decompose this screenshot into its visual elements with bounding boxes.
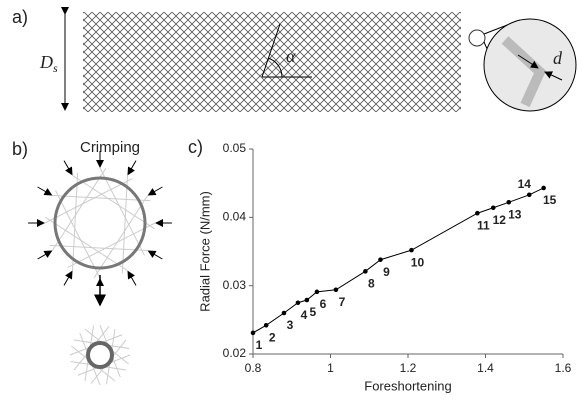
frame-line	[55, 190, 101, 279]
crimp-diagram	[28, 151, 172, 295]
frame-line	[121, 175, 128, 274]
point	[475, 210, 480, 216]
crimp-arrow	[127, 270, 137, 286]
frame-line	[52, 195, 151, 202]
frame-line	[72, 174, 155, 230]
crimp-arrow	[147, 250, 163, 260]
point-label: 14	[518, 177, 532, 191]
frame-line	[45, 216, 128, 272]
crimp-arrow	[37, 186, 53, 196]
panel-title: Crimping	[80, 139, 140, 156]
frame-line	[72, 172, 79, 271]
point-label: 3	[287, 318, 294, 332]
point	[281, 310, 287, 316]
point-label: 4	[301, 308, 308, 322]
x-tick-label: 1.4	[477, 361, 494, 375]
frame-line	[93, 195, 149, 278]
strut	[501, 36, 547, 108]
point-label: 8	[368, 276, 375, 290]
point	[541, 185, 546, 191]
diameter-label: Ds	[39, 52, 58, 75]
point	[314, 289, 320, 295]
point	[526, 192, 532, 198]
point	[409, 247, 414, 253]
panel-label: b)	[12, 139, 28, 159]
y-tick-label: 0.02	[223, 346, 247, 360]
point-label: 9	[383, 265, 390, 279]
panel-label: a)	[12, 7, 28, 27]
point-label: 5	[310, 305, 317, 319]
frame-line	[67, 222, 156, 268]
stent	[83, 12, 461, 112]
crimp-arrow	[63, 270, 73, 286]
y-tick-label: 0.05	[223, 141, 247, 155]
strut-arrow	[544, 71, 563, 81]
point	[333, 287, 339, 293]
point	[250, 330, 256, 336]
point	[506, 200, 512, 205]
point	[304, 297, 310, 303]
point	[378, 257, 383, 263]
point	[363, 269, 368, 274]
point-label: 1	[256, 338, 263, 352]
point-label: 12	[493, 213, 507, 227]
strut-label: d	[553, 48, 563, 68]
crimp-arrow	[37, 250, 53, 260]
crimp-arrow	[127, 160, 137, 176]
crimp-arrow	[63, 160, 73, 176]
angle-marker	[261, 23, 312, 78]
point	[490, 205, 496, 211]
crimp-arrow	[147, 186, 163, 196]
point-label: 2	[269, 330, 276, 344]
x-tick-label: 1.6	[555, 361, 572, 375]
frame-line	[99, 167, 145, 256]
y-axis-label: Radial Force (N/mm)	[197, 191, 212, 312]
strut-arrow	[517, 54, 539, 69]
zoom-spot	[468, 29, 486, 47]
frame-line	[51, 168, 107, 251]
point-label: 6	[320, 297, 327, 311]
frame-line	[44, 178, 133, 224]
crimped-ring	[86, 341, 114, 369]
point	[295, 300, 301, 306]
line	[252, 187, 544, 334]
stent-ring	[53, 176, 147, 270]
y-tick-label: 0.04	[223, 210, 247, 224]
x-tick-label: 1	[327, 361, 334, 375]
point	[263, 323, 269, 328]
point-label: 13	[508, 207, 522, 221]
angle-label: α	[286, 46, 296, 66]
point-label: 7	[339, 295, 346, 309]
x-tick-label: 1.2	[400, 361, 417, 375]
point-label: 11	[477, 218, 490, 232]
point-label: 10	[411, 255, 425, 269]
y-tick-label: 0.03	[223, 278, 247, 292]
frame-line	[49, 244, 148, 251]
x-axis-label: Foreshortening	[364, 378, 451, 393]
point-label: 15	[543, 193, 557, 207]
panel-label: c)	[188, 137, 203, 157]
x-tick-label: 0.8	[245, 361, 262, 375]
